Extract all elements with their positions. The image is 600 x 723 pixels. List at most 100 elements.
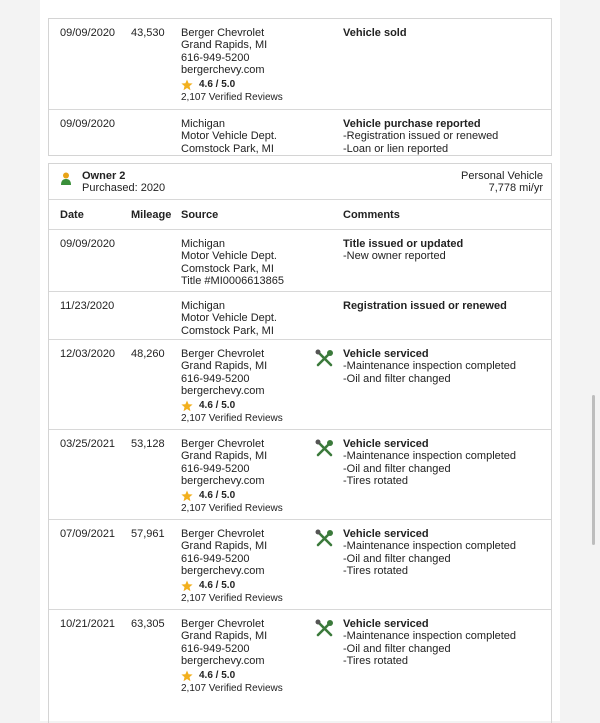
comments: Vehicle serviced -Maintenance inspection …	[343, 438, 516, 487]
service-icon-wrap	[315, 619, 334, 641]
scrollbar	[592, 395, 595, 545]
source-line: 616-949-5200	[181, 642, 250, 655]
service-icon	[315, 439, 333, 457]
star-icon	[181, 670, 193, 682]
owner2-table: Owner 2 Purchased: 2020 Personal Vehicle…	[48, 163, 552, 723]
source: Berger Chevrolet Grand Rapids, MI 616-949-…	[181, 528, 283, 606]
reviews: 2,107 Verified Reviews	[181, 593, 283, 605]
reviews: 2,107 Verified Reviews	[181, 413, 283, 425]
rating-value: 4.6 / 5.0	[199, 400, 236, 412]
comment-item: -Maintenance inspection completed	[343, 630, 517, 643]
comment-item: -Oil and filter changed	[343, 552, 451, 565]
owner-purchased: Purchased: 2020	[82, 182, 166, 194]
source-line: Berger Chevrolet	[181, 528, 265, 540]
history-row: 09/09/2020 Michigan Motor Vehicle Dept. Com…	[49, 229, 551, 291]
service-icon-wrap	[315, 439, 334, 461]
source-line: 616-949-5200	[181, 552, 250, 565]
service-icon	[315, 529, 333, 547]
source-line: Grand Rapids, MI	[181, 630, 268, 643]
history-card: 09/09/2020 43,530 Berger Chevrolet Grand Ra…	[40, 0, 560, 723]
comment-item: -Loan or lien reported	[343, 142, 449, 155]
date: 11/23/2020	[60, 300, 115, 312]
star-icon	[181, 400, 193, 412]
comment-title: Vehicle sold	[343, 27, 407, 39]
source-line: Berger Chevrolet	[181, 438, 265, 450]
source-line: Michigan	[181, 118, 226, 130]
history-row: 03/25/2021 53,128 Berger Chevrolet Grand Ra…	[49, 429, 551, 519]
service-icon	[315, 349, 333, 367]
mileage: 53,128	[131, 438, 165, 450]
rating-value: 4.6 / 5.0	[199, 79, 236, 91]
column-header: Comments	[343, 209, 400, 221]
date: 12/03/2020	[60, 348, 116, 360]
source-line: bergerchevy.com	[181, 384, 265, 397]
source-line: 616-949-5200	[181, 462, 250, 475]
comments: Vehicle serviced -Maintenance inspection …	[343, 618, 516, 667]
comment-item: -Oil and filter changed	[343, 462, 451, 475]
table-header: Date Mileage Source Comments	[49, 199, 551, 229]
source-line: Comstock Park, MI	[181, 262, 274, 275]
source-line: Motor Vehicle Dept.	[181, 130, 277, 143]
comments: Registration issued or renewed	[343, 300, 507, 312]
rating: 4.6 / 5.0	[181, 400, 283, 412]
date: 09/09/2020	[60, 118, 116, 130]
comment-item: -Maintenance inspection completed	[343, 540, 517, 553]
comment-item: -Oil and filter changed	[343, 642, 451, 655]
column-header: Mileage	[131, 209, 172, 221]
mileage: 63,305	[131, 618, 165, 630]
source-line: 616-949-5200	[181, 51, 250, 64]
reviews: 2,107 Verified Reviews	[181, 503, 283, 515]
source-line: Grand Rapids, MI	[181, 540, 268, 553]
comment-title: Vehicle purchase reported	[343, 118, 481, 130]
rating: 4.6 / 5.0	[181, 79, 283, 91]
mileage: 48,260	[131, 348, 165, 360]
owner-name: Owner 2	[82, 170, 126, 182]
reviews: 2,107 Verified Reviews	[181, 683, 283, 695]
date: 07/09/2021	[60, 528, 116, 540]
owner1-table: 09/09/2020 43,530 Berger Chevrolet Grand Ra…	[48, 18, 552, 156]
reviews: 2,107 Verified Reviews	[181, 92, 283, 104]
source: Berger Chevrolet Grand Rapids, MI 616-949-…	[181, 348, 283, 426]
comment-title: Vehicle serviced	[343, 348, 429, 360]
history-row: 11/23/2020 Michigan Motor Vehicle Dept. Com…	[49, 291, 551, 339]
source-line: Berger Chevrolet	[181, 618, 265, 630]
source-line: Grand Rapids, MI	[181, 39, 268, 52]
comments: Vehicle serviced -Maintenance inspection …	[343, 528, 516, 577]
star-icon	[181, 79, 193, 91]
comment-item: -Tires rotated	[343, 474, 409, 487]
comments: Title issued or updated -New owner report…	[343, 238, 463, 263]
mileage: 57,961	[131, 528, 165, 540]
comments: Vehicle serviced -Maintenance inspection …	[343, 348, 516, 385]
source: Berger Chevrolet Grand Rapids, MI 616-949-…	[181, 438, 283, 516]
comment-item: -Oil and filter changed	[343, 372, 451, 385]
rating-value: 4.6 / 5.0	[199, 670, 236, 682]
owner-icon	[61, 172, 71, 185]
comment-title: Vehicle serviced	[343, 438, 429, 450]
date: 09/09/2020	[60, 27, 116, 39]
rating-value: 4.6 / 5.0	[199, 490, 236, 502]
usage: 7,778 mi/yr	[488, 182, 543, 194]
owner-header: Owner 2 Purchased: 2020 Personal Vehicle…	[49, 164, 551, 199]
source: Michigan Motor Vehicle Dept. Comstock Park…	[181, 118, 277, 155]
source-line: Comstock Park, MI	[181, 324, 274, 337]
source-line: bergerchevy.com	[181, 474, 265, 487]
comment-title: Vehicle serviced	[343, 528, 429, 540]
service-icon-wrap	[315, 349, 334, 371]
star-icon	[181, 490, 193, 502]
vehicle-type: Personal Vehicle	[461, 170, 543, 182]
source-line: bergerchevy.com	[181, 63, 265, 76]
date: 10/21/2021	[60, 618, 116, 630]
column-header: Source	[181, 209, 219, 221]
comment-item: -Registration issued or renewed	[343, 130, 499, 143]
mileage: 43,530	[131, 27, 165, 39]
source: Michigan Motor Vehicle Dept. Comstock Park…	[181, 300, 277, 337]
comment-item: -Maintenance inspection completed	[343, 450, 517, 463]
star-icon	[181, 580, 193, 592]
source: Michigan Motor Vehicle Dept. Comstock Park…	[181, 238, 284, 287]
history-row: 10/21/2021 63,305 Berger Chevrolet Grand Ra…	[49, 609, 551, 699]
source-line: Motor Vehicle Dept.	[181, 250, 277, 263]
history-row: 09/09/2020 Michigan Motor Vehicle Dept. Com…	[49, 109, 551, 156]
comment-item: -Tires rotated	[343, 564, 409, 577]
column-header: Date	[60, 209, 84, 221]
comment-title: Registration issued or renewed	[343, 300, 507, 312]
